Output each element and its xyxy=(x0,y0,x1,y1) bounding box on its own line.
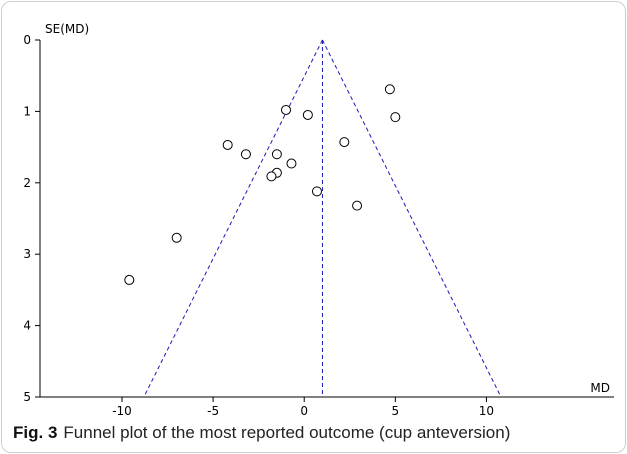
study-point xyxy=(222,139,233,150)
data-points xyxy=(124,84,401,285)
study-point xyxy=(271,149,282,160)
funnel-left-line xyxy=(143,39,323,398)
y-tick-label: 3 xyxy=(23,247,31,261)
y-tick-label: 4 xyxy=(23,319,31,333)
axis-labels: 0 1 2 3 4 5 -10 -5 0 5 10 SE(MD) MD xyxy=(23,22,610,418)
study-point xyxy=(124,274,135,285)
study-point xyxy=(384,84,395,95)
x-tick-label: -10 xyxy=(112,404,132,418)
x-tick-label: 5 xyxy=(392,404,400,418)
study-point xyxy=(171,232,182,243)
y-tick-label: 2 xyxy=(23,176,31,190)
study-point xyxy=(339,137,350,148)
y-axis-title: SE(MD) xyxy=(45,22,89,36)
funnel-right-line xyxy=(321,39,502,398)
figure-caption-text: Funnel plot of the most reported outcome… xyxy=(63,423,511,442)
study-point xyxy=(286,158,297,169)
x-tick-label: 0 xyxy=(300,404,308,418)
x-tick-label: 10 xyxy=(479,404,494,418)
study-point xyxy=(390,112,401,123)
x-axis-title: MD xyxy=(590,381,610,395)
funnel-lines xyxy=(143,39,502,398)
x-tick-label: -5 xyxy=(207,404,219,418)
study-point xyxy=(266,171,277,182)
funnel-plot: 0 1 2 3 4 5 -10 -5 0 5 10 SE(MD) MD xyxy=(23,22,614,418)
y-tick-label: 5 xyxy=(23,390,31,404)
figure-caption: Fig. 3 Funnel plot of the most reported o… xyxy=(13,423,510,443)
figure-number: Fig. 3 xyxy=(13,423,58,442)
study-point xyxy=(311,186,322,197)
study-point xyxy=(281,104,291,115)
y-tick-label: 0 xyxy=(23,33,31,47)
axes xyxy=(35,39,614,402)
y-tick-label: 1 xyxy=(23,104,31,118)
study-point xyxy=(302,109,313,120)
study-point xyxy=(352,200,363,211)
study-point xyxy=(240,149,251,160)
